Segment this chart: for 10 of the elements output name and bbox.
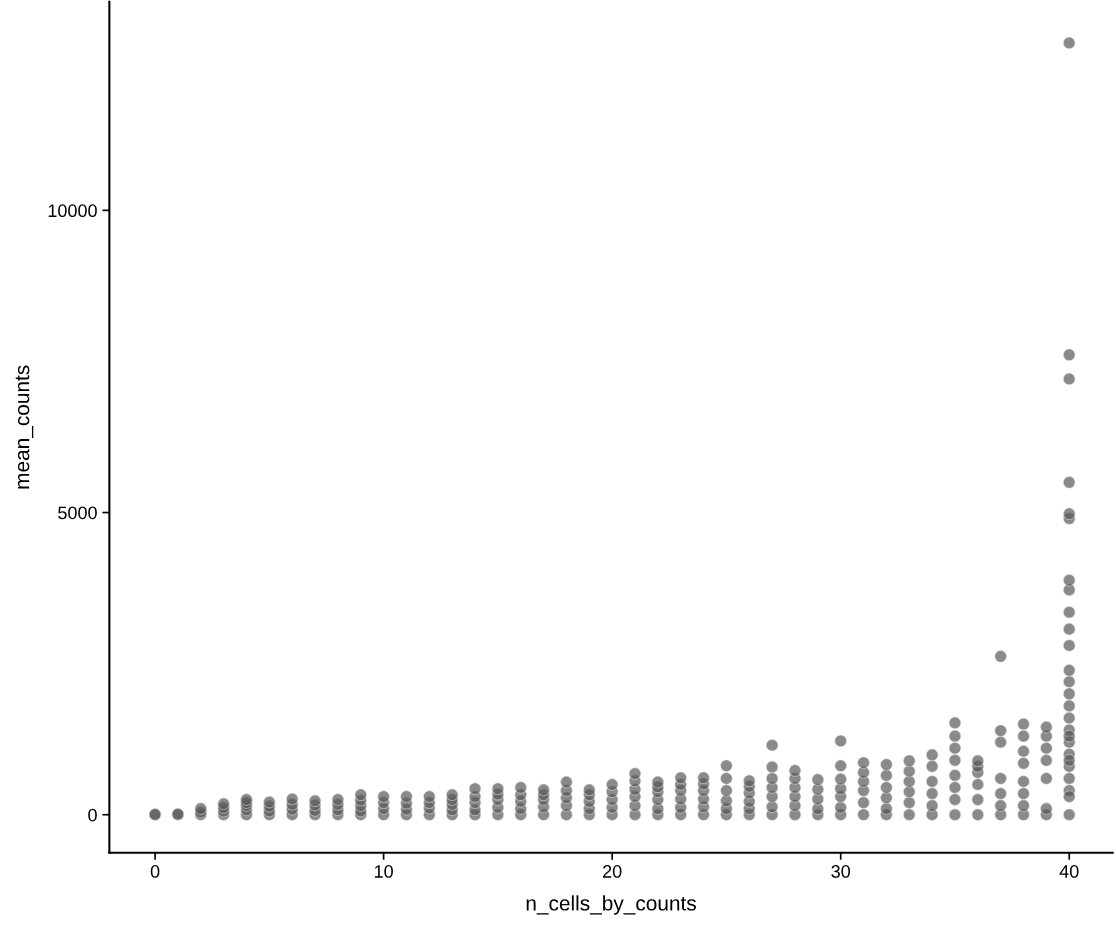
y-axis-title: mean_counts [15, 365, 34, 489]
x-tick-label: 30 [831, 865, 851, 878]
x-tick-label: 10 [374, 865, 393, 878]
y-tick-label: 10000 [48, 204, 97, 218]
x-tick-label: 40 [1059, 865, 1079, 878]
y-tick-label: 5000 [58, 506, 97, 520]
x-axis-title: n_cells_by_counts [526, 895, 696, 915]
x-tick-label: 20 [603, 865, 622, 878]
x-tick-label: 0 [150, 865, 160, 878]
y-tick-label: 0 [88, 808, 97, 822]
